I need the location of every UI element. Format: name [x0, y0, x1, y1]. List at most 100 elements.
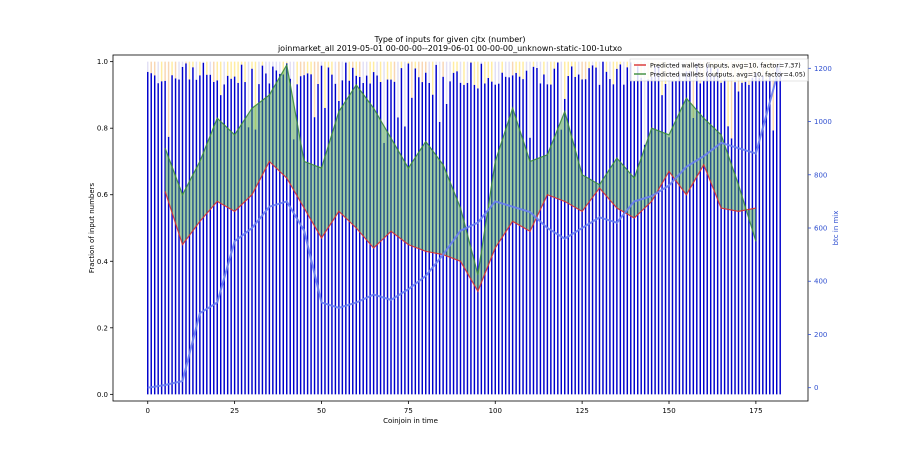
bar-fresh [244, 82, 246, 395]
bar-fresh [508, 77, 510, 395]
x-tick-label: 150 [662, 407, 675, 415]
x-tick-label: 0 [146, 407, 150, 415]
legend: Predicted wallets (inputs, avg=10, facto… [629, 58, 809, 82]
bar-fresh [720, 82, 722, 395]
bar-other [272, 61, 274, 67]
bar-fresh [477, 88, 479, 395]
bar-other [553, 61, 556, 69]
bar-other [185, 61, 187, 64]
y2-tick-label: 800 [814, 171, 827, 179]
bar-fresh [696, 63, 698, 395]
bar-fresh [623, 84, 625, 395]
bar-other [501, 61, 503, 73]
bar-other [570, 61, 573, 67]
bar-fresh [338, 100, 340, 395]
bar-fresh [598, 84, 601, 395]
bar-fresh [310, 74, 312, 395]
bar-fresh [762, 75, 764, 395]
bar-fresh [209, 74, 212, 395]
bar-other [213, 61, 215, 82]
bar-other [247, 61, 250, 128]
y-tick-label: 1.0 [97, 58, 108, 66]
bar-fresh [299, 76, 302, 395]
bar-other [355, 61, 357, 76]
bar-other [341, 61, 344, 81]
bar-other [233, 61, 236, 77]
bar-other [612, 61, 615, 85]
bar-fresh [550, 84, 552, 395]
bar-fresh [595, 67, 597, 395]
bar-fresh [525, 70, 528, 395]
bar-fresh [723, 79, 726, 395]
bar-other [362, 61, 364, 83]
bar-other [459, 61, 462, 83]
x-tick-label: 125 [575, 407, 588, 415]
bar-other [188, 61, 191, 80]
bar-other [536, 61, 538, 68]
bar-other [404, 61, 406, 127]
bar-other [487, 61, 490, 78]
bar-other [303, 61, 305, 76]
bar-fresh [286, 63, 288, 395]
bar-fresh [199, 75, 201, 395]
bar-fresh [630, 62, 632, 395]
bar-fresh [178, 79, 180, 395]
bar-other [428, 61, 430, 83]
bar-other [178, 61, 180, 80]
bar-other [508, 61, 510, 78]
bar-fresh [654, 65, 656, 395]
bar-other [577, 61, 580, 75]
bar-fresh [331, 74, 333, 395]
bar-fresh [167, 136, 170, 395]
bar-other [219, 61, 222, 96]
bar-fresh [261, 65, 264, 395]
bar-fresh [543, 74, 545, 395]
bar-other [435, 61, 437, 65]
bar-fresh [664, 83, 667, 395]
bar-fresh [668, 137, 670, 395]
bar-other [296, 61, 298, 85]
bar-fresh [619, 64, 622, 395]
bar-other [543, 61, 545, 75]
bar-other [560, 61, 563, 130]
bar-other [306, 61, 309, 74]
x-tick-label: 175 [749, 407, 762, 415]
bar-other [171, 61, 173, 76]
bar-other [160, 61, 163, 82]
bar-other [167, 61, 170, 137]
bar-fresh [279, 73, 281, 395]
bar-fresh [254, 129, 257, 395]
bar-fresh [324, 107, 326, 395]
bar-other [147, 61, 149, 72]
bar-other [473, 61, 476, 85]
bar-other [564, 61, 566, 99]
bar-fresh [219, 95, 222, 395]
bar-other [414, 61, 417, 69]
bar-other [484, 61, 486, 84]
bar-other [442, 61, 444, 77]
bar-fresh [588, 68, 590, 395]
bar-other [320, 61, 323, 66]
bar-other [372, 61, 375, 73]
bar-fresh [650, 76, 653, 395]
bar-fresh [744, 81, 747, 395]
bar-other [286, 61, 288, 64]
bar-fresh [636, 66, 639, 395]
bar-fresh [504, 76, 507, 395]
bar-other [358, 61, 361, 77]
bar-other [643, 61, 646, 145]
bar-fresh [616, 68, 618, 395]
bar-fresh [195, 79, 198, 395]
bar-other [400, 61, 403, 69]
bar-other [195, 61, 198, 80]
y2-tick-label: 400 [814, 278, 827, 286]
bar-other [209, 61, 212, 75]
bar-other [525, 61, 528, 71]
bar-other [727, 61, 729, 127]
bar-fresh [292, 139, 295, 395]
chart-title: Type of inputs for given cjtx (number) [374, 35, 526, 44]
bar-other [369, 61, 371, 84]
bar-other [324, 61, 326, 108]
bar-fresh [404, 126, 406, 395]
bar-fresh [713, 75, 715, 395]
